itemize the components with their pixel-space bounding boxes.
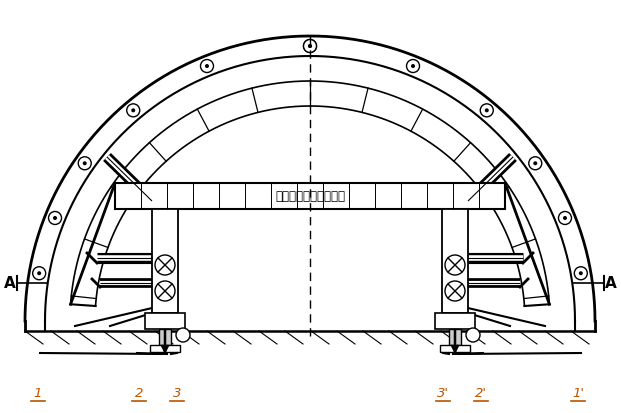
Circle shape (480, 104, 493, 118)
Circle shape (533, 162, 537, 166)
Circle shape (407, 60, 420, 74)
Text: A: A (605, 276, 617, 291)
Circle shape (304, 40, 317, 53)
Bar (150, 345, 180, 352)
Circle shape (445, 281, 465, 301)
Circle shape (127, 104, 140, 118)
Bar (442, 209, 468, 313)
Circle shape (563, 216, 567, 221)
Circle shape (205, 65, 209, 69)
Text: 2': 2' (475, 386, 487, 399)
Circle shape (528, 157, 542, 170)
Circle shape (466, 328, 480, 342)
Bar (159, 329, 171, 345)
Circle shape (485, 109, 489, 113)
Circle shape (33, 267, 46, 280)
Text: 隋道施工模板拱架台车: 隋道施工模板拱架台车 (275, 190, 345, 203)
Circle shape (308, 45, 312, 49)
Bar (449, 329, 461, 345)
Bar (440, 345, 470, 352)
Circle shape (176, 328, 190, 342)
Circle shape (558, 212, 571, 225)
Bar (115, 183, 505, 209)
Circle shape (155, 255, 175, 275)
Circle shape (78, 157, 91, 170)
Bar (435, 313, 475, 329)
Circle shape (411, 65, 415, 69)
Text: 2: 2 (135, 386, 143, 399)
Text: 3: 3 (173, 386, 181, 399)
Circle shape (48, 212, 61, 225)
Text: 1': 1' (572, 386, 584, 399)
Text: 1: 1 (34, 386, 42, 399)
Circle shape (201, 60, 214, 74)
Bar (145, 313, 185, 329)
Circle shape (304, 40, 317, 53)
Text: 3': 3' (437, 386, 449, 399)
Circle shape (37, 272, 41, 275)
Circle shape (308, 45, 312, 49)
Circle shape (574, 267, 587, 280)
Circle shape (53, 216, 57, 221)
Circle shape (579, 272, 583, 275)
Circle shape (445, 255, 465, 275)
Circle shape (131, 109, 135, 113)
Text: A: A (4, 276, 16, 291)
Circle shape (83, 162, 87, 166)
Bar (152, 209, 178, 313)
Circle shape (155, 281, 175, 301)
